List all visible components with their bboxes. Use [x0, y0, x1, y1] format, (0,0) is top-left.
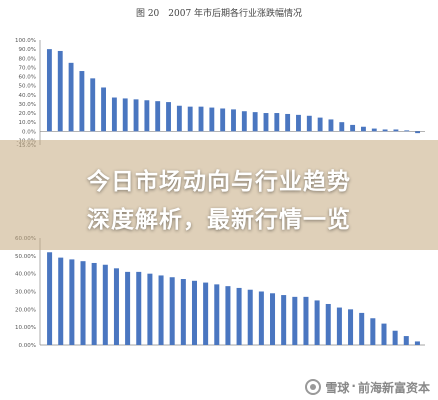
top-bar — [274, 113, 280, 132]
top-bar — [46, 49, 52, 132]
chart-title-top: 图 20 2007 年市后期各行业涨跌幅情况 — [135, 9, 303, 19]
bottom-bar — [359, 312, 365, 345]
top-y-tick-label: 70.0% — [19, 65, 36, 71]
bottom-y-tick-label: 30.00% — [15, 290, 36, 296]
top-bar — [328, 119, 334, 132]
top-bar — [263, 113, 269, 132]
bottom-bar — [180, 279, 186, 345]
bottom-bar — [381, 323, 387, 345]
bottom-bar — [281, 295, 287, 345]
top-bar — [241, 111, 247, 132]
top-y-tick-label: 100.0% — [15, 38, 36, 44]
bottom-bar — [147, 273, 153, 345]
top-bar — [220, 108, 226, 132]
top-y-tick-label: 90.0% — [19, 47, 36, 53]
top-bar — [393, 129, 399, 132]
top-bar — [231, 109, 236, 132]
bottom-bar — [214, 284, 220, 345]
bottom-bar — [270, 293, 276, 345]
bottom-bar — [169, 277, 175, 345]
bottom-y-tick-label: 40.00% — [15, 272, 36, 278]
top-bar — [361, 126, 366, 132]
bottom-bar — [158, 275, 164, 345]
top-bar — [90, 78, 96, 132]
bottom-bar — [80, 261, 86, 345]
bottom-y-tick-label: 50.00% — [15, 254, 36, 260]
top-y-tick-label: 20.0% — [19, 111, 36, 117]
bottom-bar — [258, 291, 264, 345]
bottom-bar — [303, 296, 309, 345]
top-bar — [68, 62, 74, 132]
bottom-bar — [69, 259, 75, 345]
top-bar — [296, 114, 301, 132]
bottom-bar — [91, 262, 97, 345]
top-bar — [133, 99, 139, 132]
watermark-separator: · — [351, 378, 356, 393]
top-bar — [57, 50, 63, 132]
top-y-tick-label: 50.0% — [19, 84, 36, 90]
top-y-tick-label: 60.0% — [19, 75, 36, 81]
top-bar — [176, 105, 182, 132]
bottom-bar — [191, 280, 197, 345]
top-bar — [371, 128, 377, 132]
top-bar — [415, 131, 421, 134]
overlay-headline-line2: 深度解析，最新行情一览 — [87, 207, 351, 233]
bottom-bar — [392, 330, 398, 345]
top-bar — [285, 113, 291, 132]
top-bar — [404, 130, 410, 132]
top-bar — [155, 101, 161, 132]
top-bar — [166, 102, 171, 132]
bottom-bar — [136, 271, 142, 345]
top-bar — [306, 115, 312, 132]
top-bar — [382, 129, 388, 132]
bottom-bar — [247, 289, 253, 345]
watermark-account: 前海新富资本 — [357, 380, 430, 395]
top-y-tick-label: 10.0% — [19, 120, 36, 126]
top-bar — [252, 112, 258, 132]
watermark: 雪球 · 前海新富资本 — [305, 376, 430, 398]
bottom-y-tick-label: 20.00% — [15, 307, 36, 313]
bottom-y-tick-label: 10.00% — [15, 325, 36, 331]
bottom-bar — [348, 309, 354, 345]
bottom-bar — [336, 307, 342, 345]
top-bar — [350, 124, 356, 132]
top-bar — [198, 106, 204, 132]
top-y-tick-label: 0.0% — [22, 129, 36, 135]
bottom-bar — [203, 282, 209, 345]
top-y-tick-label: 30.0% — [19, 102, 36, 108]
overlay-headline-line1: 今日市场动向与行业趋势 — [87, 169, 351, 195]
top-bar — [187, 106, 193, 132]
top-bar — [79, 71, 85, 132]
bottom-bar — [58, 257, 64, 345]
bottom-bar — [113, 268, 119, 345]
top-bar — [317, 117, 323, 132]
bottom-bar — [325, 303, 331, 345]
bottom-bar — [125, 271, 131, 345]
top-bar — [339, 122, 345, 132]
bottom-bar — [292, 296, 298, 345]
bottom-bar — [225, 286, 231, 345]
top-y-tick-label: 80.0% — [19, 56, 36, 62]
bottom-bar — [47, 252, 53, 345]
bottom-bar — [314, 300, 320, 345]
bottom-bar — [414, 341, 420, 345]
watermark-site: 雪球 — [325, 380, 350, 395]
overlay-banner: 今日市场动向与行业趋势 深度解析，最新行情一览 — [0, 140, 438, 250]
bottom-bar — [403, 336, 409, 345]
top-bar — [144, 100, 150, 132]
snowball-logo-icon — [305, 379, 322, 395]
bottom-bar — [102, 264, 108, 345]
top-bar — [122, 98, 128, 132]
watermark-text: 雪球 · 前海新富资本 — [325, 379, 430, 396]
bottom-y-tick-label: 0.00% — [19, 343, 36, 349]
top-y-tick-label: 40.0% — [19, 93, 36, 99]
top-bar — [111, 97, 117, 132]
top-bar — [209, 107, 215, 132]
bottom-bar — [236, 287, 242, 345]
bottom-bar — [370, 318, 376, 345]
top-bar — [101, 87, 106, 132]
